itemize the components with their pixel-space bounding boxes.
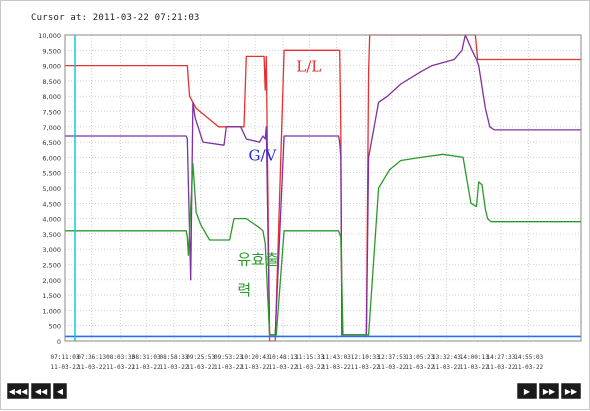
x-tick-time: 14:55:03 <box>514 354 543 361</box>
x-tick-time: 10:20:43 <box>241 354 270 361</box>
nav-last-button[interactable]: ▶▶ <box>561 383 581 399</box>
x-tick-date: 11-03-22 <box>295 364 324 371</box>
y-tick-label: 10,000 <box>38 32 61 40</box>
x-tick-time: 13:32:43 <box>432 354 461 361</box>
x-tick-date: 11-03-22 <box>377 364 406 371</box>
x-tick-labels: 07:11:0311-03-2207:36:1311-03-2208:03:33… <box>51 354 544 371</box>
y-tick-label: 6,000 <box>42 154 61 162</box>
y-tick-label: 1,500 <box>42 292 61 300</box>
annotation-label: 력 <box>237 281 251 299</box>
x-tick-time: 09:25:53 <box>186 354 215 361</box>
y-tick-label: 5,500 <box>42 170 61 178</box>
y-tick-label: 3,500 <box>42 231 61 239</box>
y-tick-label: 5,000 <box>42 185 61 193</box>
nav-next-page-button[interactable]: ▶▶ <box>539 383 559 399</box>
x-tick-time: 12:10:33 <box>351 354 380 361</box>
x-tick-date: 11-03-22 <box>514 364 543 371</box>
nav-next-button[interactable]: ▶ <box>517 383 537 399</box>
series-gv-line <box>65 34 581 336</box>
y-tick-label: 7,000 <box>42 124 61 132</box>
annotation-label: 유효출 <box>237 251 278 269</box>
x-tick-time: 08:58:33 <box>160 354 189 361</box>
x-tick-time: 14:00:13 <box>460 354 489 361</box>
x-tick-date: 11-03-22 <box>269 364 298 371</box>
y-tick-label: 3,000 <box>42 246 61 254</box>
y-tick-label: 8,500 <box>42 78 61 86</box>
nav-first-button[interactable]: ◀◀◀ <box>7 383 29 399</box>
x-tick-date: 11-03-22 <box>132 364 161 371</box>
y-tick-label: 2,500 <box>42 262 61 270</box>
nav-prev-button[interactable]: ◀ <box>53 383 67 399</box>
x-tick-time: 14:27:33 <box>486 354 515 361</box>
x-tick-date: 11-03-22 <box>405 364 434 371</box>
annotation-label: G/V <box>248 146 277 164</box>
y-tick-label: 500 <box>49 323 61 331</box>
x-tick-time: 07:11:03 <box>51 354 80 361</box>
grid-layer <box>64 34 581 342</box>
x-tick-date: 11-03-22 <box>486 364 515 371</box>
series-output-line <box>65 153 581 336</box>
y-tick-label: 0 <box>57 338 61 346</box>
x-tick-time: 08:03:33 <box>106 354 135 361</box>
x-tick-date: 11-03-22 <box>186 364 215 371</box>
x-tick-time: 08:31:03 <box>132 354 161 361</box>
x-tick-date: 11-03-22 <box>241 364 270 371</box>
y-tick-label: 4,000 <box>42 216 61 224</box>
plot-border <box>64 34 582 342</box>
nav-right-group: ▶ ▶▶ ▶▶ <box>517 383 581 401</box>
x-tick-date: 11-03-22 <box>214 364 243 371</box>
y-tick-labels: 10,000 9,500 9,000 8,500 8,000 7,500 7,000 6,50… <box>38 32 61 346</box>
x-tick-date: 11-03-22 <box>432 364 461 371</box>
x-tick-time: 10:48:13 <box>269 354 298 361</box>
x-tick-date: 11-03-22 <box>460 364 489 371</box>
y-tick-label: 2,000 <box>42 277 61 285</box>
x-tick-time: 13:05:23 <box>405 354 434 361</box>
nav-left-group: ◀◀◀ ◀◀ ◀ <box>7 383 67 401</box>
x-tick-date: 11-03-22 <box>106 364 135 371</box>
x-tick-time: 09:53:23 <box>214 354 243 361</box>
y-tick-label: 1,000 <box>42 307 61 315</box>
x-tick-time: 11:43:03 <box>322 354 351 361</box>
x-tick-date: 11-03-22 <box>51 364 80 371</box>
cursor-readout: Cursor at: 2011-03-22 07:21:03 <box>31 13 200 23</box>
y-tick-label: 9,000 <box>42 63 61 71</box>
nav-prev-page-button[interactable]: ◀◀ <box>31 383 51 399</box>
x-tick-time: 12:37:53 <box>377 354 406 361</box>
x-tick-time: 07:36:13 <box>77 354 106 361</box>
x-tick-date: 11-03-22 <box>77 364 106 371</box>
y-tick-label: 4,500 <box>42 200 61 208</box>
y-tick-label: 8,000 <box>42 93 61 101</box>
annotation-label: L/L <box>296 58 321 76</box>
x-tick-date: 11-03-22 <box>322 364 351 371</box>
y-tick-label: 9,500 <box>42 47 61 55</box>
y-tick-label: 7,500 <box>42 109 61 117</box>
x-tick-time: 11:15:33 <box>295 354 324 361</box>
x-tick-date: 11-03-22 <box>351 364 380 371</box>
x-tick-date: 11-03-22 <box>160 364 189 371</box>
y-tick-label: 6,500 <box>42 139 61 147</box>
